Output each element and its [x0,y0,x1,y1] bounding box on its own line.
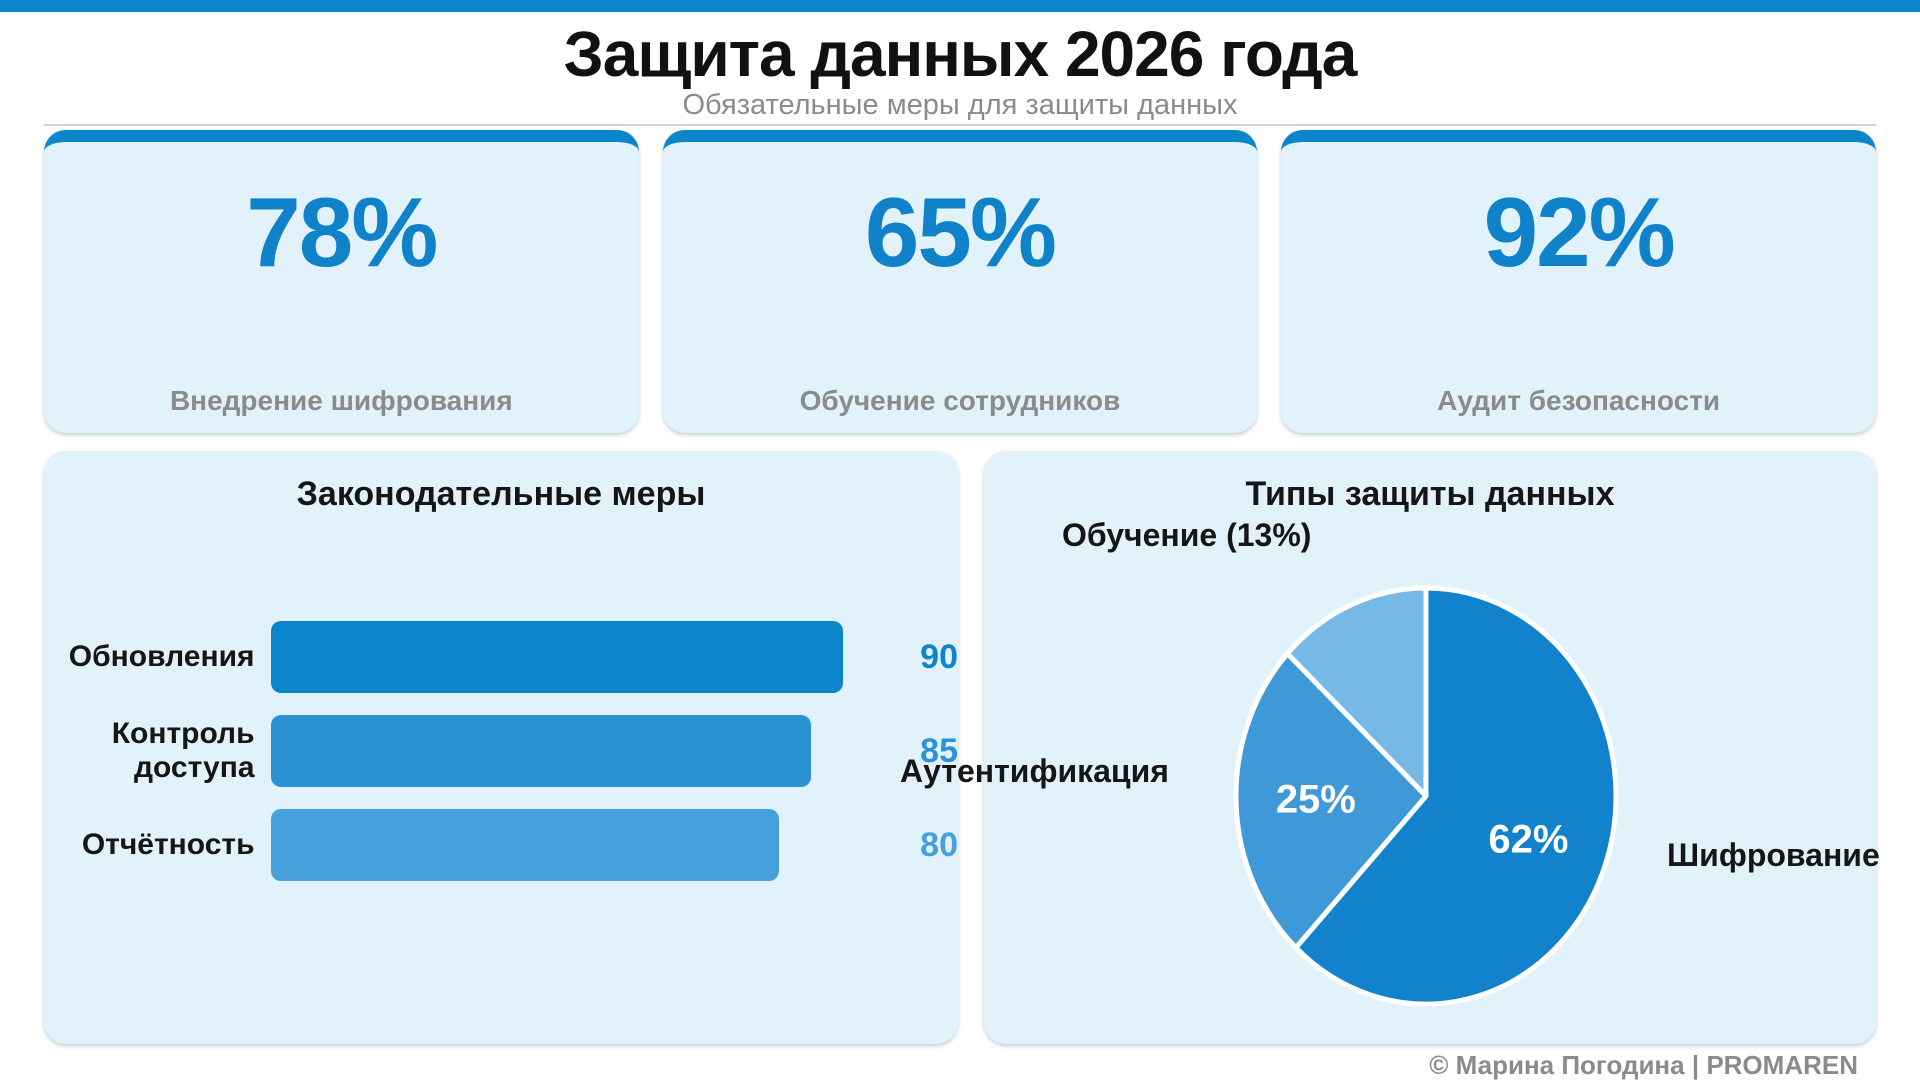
bar-fill [270,715,811,787]
bar-track [270,621,907,693]
bar-value-label: 80 [920,825,958,864]
kpi-value: 78% [246,177,438,287]
bar-chart-panel: Законодательные меры Обновления 90 Контр… [44,451,958,1044]
bar-value-label: 90 [920,637,958,676]
bar-track [270,809,907,881]
kpi-card-row: 78% Внедрение шифрования 65% Обучение со… [44,130,1876,433]
pie-slice-Обучение [1285,585,1429,799]
bar-track [270,715,907,787]
kpi-label: Внедрение шифрования [169,385,513,416]
bar-value-label: 85 [920,731,958,770]
pie-label-authentication: Аутентификация [900,753,1169,789]
pie-chart-panel: Типы защиты данных 62% 25% Обучение (13%)… [900,451,1880,1044]
page-title: Защита данных 2026 года [563,18,1358,90]
pie-chart [1233,585,1619,1007]
page-container: Защита данных 2026 года Обязательные мер… [0,12,1920,1081]
kpi-label: Обучение сотрудников [799,385,1121,416]
bar-category-label: Обновления [68,640,255,673]
pie-percent-label: 62% [1488,817,1569,862]
kpi-card-training: 65% Обучение сотрудников [662,130,1258,433]
bar-chart-title: Законодательные меры [296,475,706,513]
top-accent-bar [0,0,1920,12]
bar-category-label: Отчётность [81,828,255,861]
header: Защита данных 2026 года Обязательные мер… [44,12,1876,126]
pie-slice-Шифрование [1293,585,1619,1007]
bar-row: Отчётность 80 [44,809,958,881]
bar-category-label: Контроль доступа [111,717,255,784]
kpi-label: Аудит безопасности [1437,385,1721,416]
pie-percent-label: 25% [1275,777,1356,822]
charts-row: Законодательные меры Обновления 90 Контр… [44,451,1880,1044]
bar-fill [270,621,843,693]
kpi-card-encryption: 78% Внедрение шифрования [44,130,639,433]
pie-label-encryption: Шифрование [1667,837,1880,873]
kpi-value: 92% [1483,177,1676,287]
pie-slice-Аутентификация [1233,651,1429,951]
bar-chart: Обновления 90 Контроль доступа 85 Отчётн… [44,621,958,881]
bar-row: Контроль доступа 85 [44,715,958,787]
bar-fill [270,809,780,881]
kpi-card-audit: 92% Аудит безопасности [1281,130,1876,433]
pie-chart-title: Типы защиты данных [1245,475,1615,513]
pie-label-training: Обучение (13%) [1062,517,1312,553]
page-subtitle: Обязательные меры для защиты данных [682,89,1238,121]
bar-row: Обновления 90 [44,621,958,693]
kpi-value: 65% [864,177,1057,287]
footer-credit: © Марина Погодина | PROMAREN [1429,1050,1858,1080]
